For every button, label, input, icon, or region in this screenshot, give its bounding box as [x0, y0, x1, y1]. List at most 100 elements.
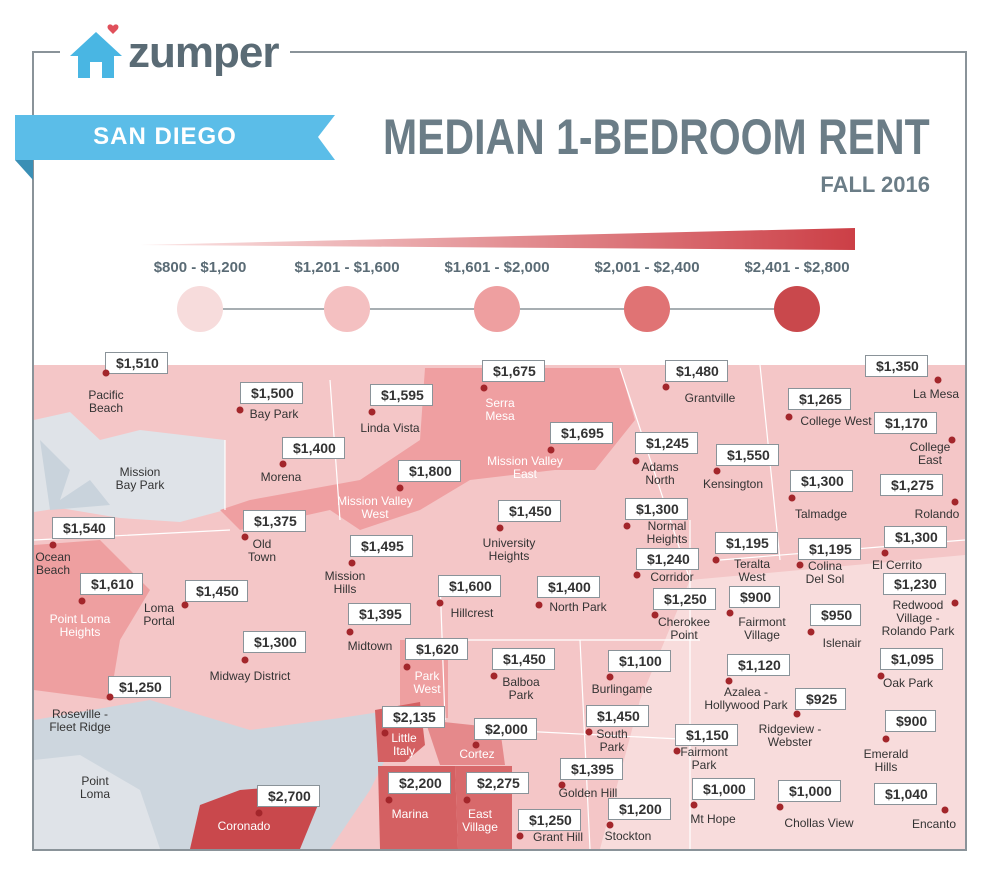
rent-flag: $1,595	[370, 384, 433, 406]
area-name: Fairmont Park	[680, 745, 728, 772]
area-marker	[106, 693, 114, 701]
area-marker	[881, 549, 889, 557]
area-name: University Heights	[482, 536, 536, 563]
rent-flag: $1,620	[405, 638, 468, 660]
area-marker	[181, 601, 189, 609]
rent-flag: $1,250	[518, 809, 581, 831]
area-name: Marina	[391, 807, 429, 821]
area-marker	[623, 522, 631, 530]
area-marker	[606, 821, 614, 829]
area-marker	[490, 672, 498, 680]
area-name: Cherokee Point	[657, 615, 711, 642]
area-marker	[279, 460, 287, 468]
rent-flag: $1,395	[348, 603, 411, 625]
rent-flag: $1,400	[282, 437, 345, 459]
area-marker	[633, 571, 641, 579]
area-name: Serra Mesa	[485, 396, 515, 423]
area-name: Corridor	[650, 570, 694, 584]
legend-swatch	[177, 286, 223, 332]
rent-flag: $1,510	[105, 352, 168, 374]
rent-flag: $1,250	[108, 676, 171, 698]
area-name: Balboa Park	[502, 675, 540, 702]
area-name: Grant Hill	[532, 830, 584, 844]
legend-label: $800 - $1,200	[153, 259, 247, 276]
area-marker	[241, 533, 249, 541]
area-marker	[496, 524, 504, 532]
rent-flag: $1,000	[778, 780, 841, 802]
area-marker	[882, 735, 890, 743]
area-marker	[547, 446, 555, 454]
area-marker	[585, 728, 593, 736]
area-name: Adams North	[641, 460, 679, 487]
area-marker	[712, 556, 720, 564]
area-marker	[713, 467, 721, 475]
rent-flag: $1,480	[665, 360, 728, 382]
rent-flag: $1,395	[560, 758, 623, 780]
rent-flag: $1,240	[636, 548, 699, 570]
area-marker	[606, 673, 614, 681]
rent-flag: $900	[885, 710, 937, 732]
area-name: Emerald Hills	[863, 747, 909, 774]
logo: zumper	[128, 28, 279, 77]
area-name: Colina Del Sol	[805, 559, 845, 586]
area-name: Point Loma Heights	[49, 612, 111, 639]
area-name: Talmadge	[794, 507, 848, 521]
area-name: Kensington	[702, 477, 764, 491]
rent-flag: $1,275	[880, 474, 943, 496]
area-marker	[673, 747, 681, 755]
area-marker	[941, 806, 949, 814]
rent-flag: $1,450	[492, 648, 555, 670]
area-name: Mission Valley West	[337, 494, 413, 521]
area-name: Mission Bay Park	[115, 465, 165, 492]
area-marker	[725, 677, 733, 685]
area-name: Ridgeview - Webster	[758, 722, 822, 749]
area-name: Midway District	[209, 669, 291, 683]
area-name: Fairmont Village	[738, 615, 786, 642]
area-marker	[726, 609, 734, 617]
area-marker	[951, 599, 959, 607]
rent-flag: $1,540	[52, 517, 115, 539]
area-marker	[948, 436, 956, 444]
area-marker	[463, 796, 471, 804]
area-name: South Park	[596, 727, 628, 754]
area-name: Islenair	[822, 636, 862, 650]
area-marker	[796, 561, 804, 569]
area-name: Encanto	[911, 817, 957, 831]
rent-flag: $1,300	[243, 631, 306, 653]
area-name: Hillcrest	[450, 606, 494, 620]
area-name: College East	[909, 440, 951, 467]
area-marker	[793, 710, 801, 718]
area-marker	[78, 597, 86, 605]
area-name: Azalea - Hollywood Park	[704, 685, 788, 712]
area-name: Little Italy	[391, 731, 417, 758]
area-name: Oak Park	[882, 676, 934, 690]
legend-swatch	[324, 286, 370, 332]
area-marker	[403, 663, 411, 671]
area-marker	[807, 628, 815, 636]
rent-flag: $1,230	[883, 573, 946, 595]
area-marker	[934, 376, 942, 384]
rent-flag: $1,120	[727, 654, 790, 676]
rent-flag: $1,265	[788, 388, 851, 410]
area-name: Rolando	[914, 507, 960, 521]
area-name: Park West	[413, 669, 441, 696]
area-marker	[788, 494, 796, 502]
area-marker	[348, 559, 356, 567]
rent-flag: $1,200	[608, 798, 671, 820]
area-name: Old Town	[247, 537, 277, 564]
legend-swatch	[774, 286, 820, 332]
area-name: Chollas View	[784, 816, 854, 830]
area-name: Linda Vista	[360, 421, 420, 435]
area-marker	[396, 484, 404, 492]
area-name: Roseville - Fleet Ridge	[49, 707, 111, 734]
city-banner: SAN DIEGO	[93, 123, 237, 150]
area-name: Burlingame	[591, 682, 653, 696]
rent-flag: $1,495	[350, 535, 413, 557]
area-marker	[662, 383, 670, 391]
rent-flag: $2,000	[474, 718, 537, 740]
rent-flag: $1,550	[716, 444, 779, 466]
area-marker	[381, 729, 389, 737]
legend-label: $2,001 - $2,400	[594, 259, 700, 276]
